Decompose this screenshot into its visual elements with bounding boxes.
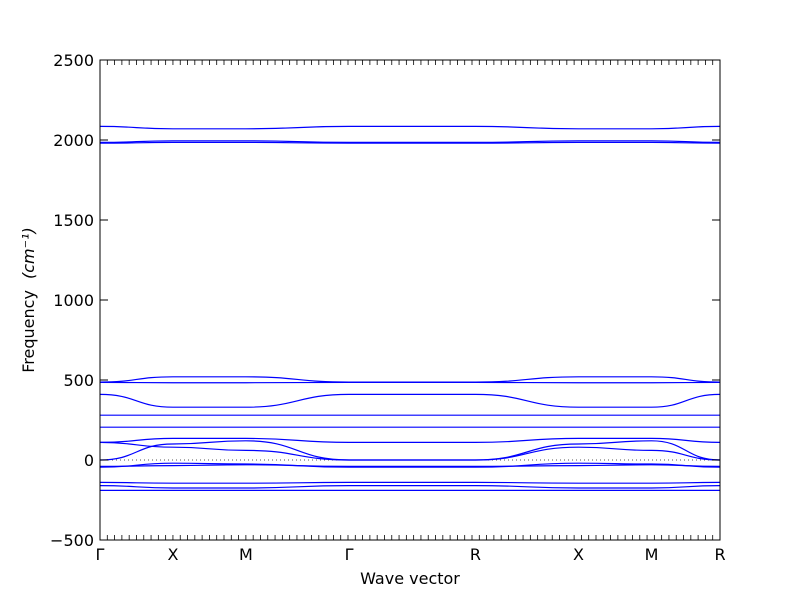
y-tick-label: 1500 [53,211,94,230]
x-tick-label: Γ [345,545,354,564]
phonon-band-13 [99,462,721,468]
y-axis-label-text: Frequency [19,290,38,373]
phonon-band-11 [99,440,721,461]
y-tick-label: 2000 [53,131,94,150]
x-tick-label: X [167,545,178,564]
phonon-band-12 [99,464,721,468]
phonon-band-14 [99,481,721,484]
x-tick-label: M [645,545,659,564]
plot-frame [99,59,721,541]
y-tick-label: 1000 [53,291,94,310]
x-tick-label: M [239,545,253,564]
y-tick-label: −500 [50,531,94,550]
x-tick-label: R [714,545,725,564]
phonon-band-3 [99,141,721,144]
phonon-band-4 [99,376,721,383]
y-axis-ticks: −500 0 500 1000 1500 2000 2500 [50,51,720,550]
phonon-band-1 [99,125,721,130]
x-tick-label: Γ [96,545,105,564]
phonon-band-10 [99,441,721,461]
y-tick-label: 2500 [53,51,94,70]
phonon-band-6 [99,393,721,408]
x-tick-label: X [573,545,584,564]
phonon-band-2 [99,140,721,144]
phonon-band-15 [99,484,721,489]
plot-area [99,125,721,492]
y-tick-label: 500 [63,371,94,390]
y-tick-label: 0 [84,451,94,470]
y-axis-label-unit: (cm⁻¹) [19,227,38,279]
y-axis-label: Frequency (cm⁻¹) [19,227,38,372]
x-tick-label: R [470,545,481,564]
x-axis-label: Wave vector [360,569,460,588]
phonon-band-9 [99,437,721,444]
